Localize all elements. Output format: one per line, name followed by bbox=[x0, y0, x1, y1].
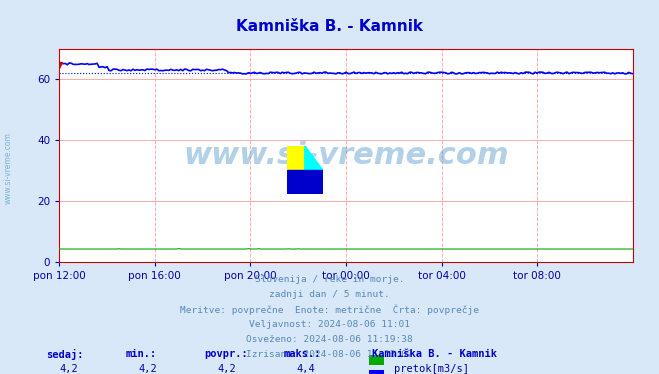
Text: sedaj:: sedaj: bbox=[46, 349, 84, 359]
Text: Veljavnost: 2024-08-06 11:01: Veljavnost: 2024-08-06 11:01 bbox=[249, 320, 410, 329]
Polygon shape bbox=[287, 170, 323, 194]
Text: Kamniška B. - Kamnik: Kamniška B. - Kamnik bbox=[236, 19, 423, 34]
Polygon shape bbox=[287, 146, 304, 170]
Text: www.si-vreme.com: www.si-vreme.com bbox=[3, 132, 13, 204]
Text: 4,2: 4,2 bbox=[217, 364, 236, 374]
Text: Meritve: povprečne  Enote: metrične  Črta: povprečje: Meritve: povprečne Enote: metrične Črta:… bbox=[180, 305, 479, 315]
Text: 4,2: 4,2 bbox=[138, 364, 157, 374]
Text: www.si-vreme.com: www.si-vreme.com bbox=[183, 141, 509, 170]
Text: Izrisano: 2024-08-06 11:23:07: Izrisano: 2024-08-06 11:23:07 bbox=[246, 350, 413, 359]
Text: min.:: min.: bbox=[125, 349, 156, 359]
Text: 4,4: 4,4 bbox=[297, 364, 315, 374]
Text: Slovenija / reke in morje.: Slovenija / reke in morje. bbox=[255, 275, 404, 284]
Text: Osveženo: 2024-08-06 11:19:38: Osveženo: 2024-08-06 11:19:38 bbox=[246, 335, 413, 344]
Text: Kamniška B. - Kamnik: Kamniška B. - Kamnik bbox=[372, 349, 498, 359]
Text: povpr.:: povpr.: bbox=[204, 349, 248, 359]
Polygon shape bbox=[304, 146, 323, 170]
Text: maks.:: maks.: bbox=[283, 349, 321, 359]
Text: pretok[m3/s]: pretok[m3/s] bbox=[394, 364, 469, 374]
Text: zadnji dan / 5 minut.: zadnji dan / 5 minut. bbox=[269, 290, 390, 299]
Text: 4,2: 4,2 bbox=[59, 364, 78, 374]
